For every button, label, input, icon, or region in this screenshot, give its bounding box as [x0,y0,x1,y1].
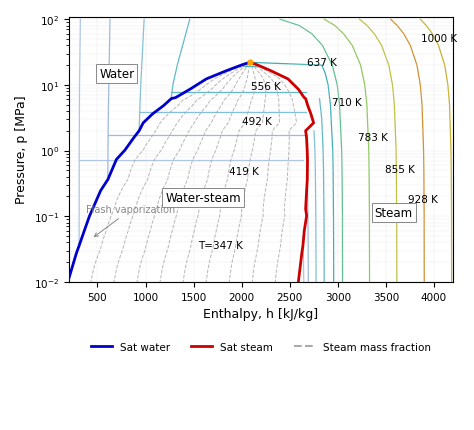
Legend: Sat water, Sat steam, Steam mass fraction: Sat water, Sat steam, Steam mass fractio… [87,338,435,356]
Text: 783 K: 783 K [358,133,388,143]
Text: 1000 K: 1000 K [421,34,457,44]
Text: 492 K: 492 K [242,117,272,127]
Text: 928 K: 928 K [408,195,438,205]
Text: Flash vaporization: Flash vaporization [86,205,176,237]
Text: Water-steam: Water-steam [165,192,241,205]
Text: 419 K: 419 K [229,167,259,177]
Text: 710 K: 710 K [332,98,362,108]
Text: 637 K: 637 K [307,58,337,68]
X-axis label: Enthalpy, h [kJ/kg]: Enthalpy, h [kJ/kg] [203,307,319,320]
Text: Water: Water [99,68,134,81]
Text: 556 K: 556 K [251,82,281,92]
Text: T=347 K: T=347 K [199,240,243,250]
Text: Steam: Steam [374,206,413,219]
Text: 855 K: 855 K [385,165,415,175]
Y-axis label: Pressure, p [MPa]: Pressure, p [MPa] [15,95,28,204]
